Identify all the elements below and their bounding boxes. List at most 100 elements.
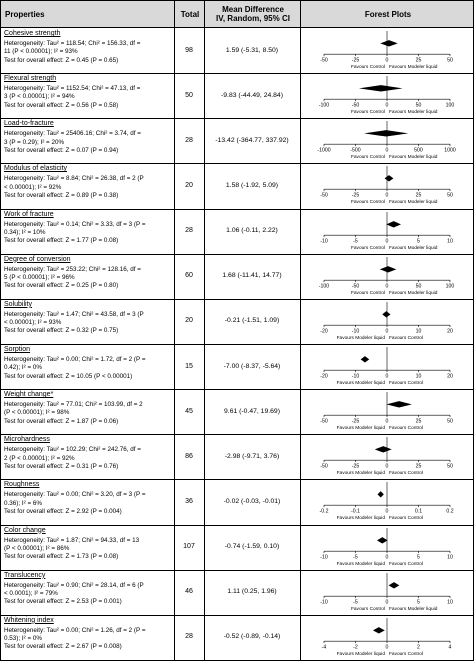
pooled-estimate-diamond xyxy=(384,175,394,182)
mean-difference-ci: -0.52 (-0.89, -0.14) xyxy=(223,633,281,641)
favours-left-label: Favours Control xyxy=(351,290,385,296)
mean-difference-ci: -7.00 (-8.37, -5.64) xyxy=(223,362,281,370)
forest-plot: -10 -5 0 5 10 Favours Control Favours Modeler … xyxy=(320,572,453,612)
overall-effect-text: Test for overall effect: Z = 0.32 (P = 0… xyxy=(4,327,119,335)
forest-plot: -20 -10 0 10 20 Favours Modeler liquid Favours… xyxy=(320,346,453,386)
favours-right-label: Favours Modeler liquid xyxy=(389,200,438,206)
x-tick-label: 0 xyxy=(386,509,389,515)
x-tick-label: 50 xyxy=(416,103,422,109)
x-tick-label: 0 xyxy=(386,193,389,199)
table-row: Flexural strength Heterogeneity: Tau² = 1… xyxy=(0,73,474,118)
mean-difference-ci: -13.42 (-364.77, 337.92) xyxy=(215,136,289,144)
heterogeneity-text: Heterogeneity: Tau² = 25406.16; Chi² = 3… xyxy=(4,130,141,138)
favours-left-label: Favours Modeler liquid xyxy=(337,561,386,567)
x-tick-label: 0 xyxy=(386,238,389,244)
mean-difference-ci: 1.59 (-5.31, 8.50) xyxy=(225,46,279,54)
property-name: Whitening index xyxy=(4,616,54,624)
x-tick-label: 20 xyxy=(447,374,453,380)
column-divider xyxy=(204,0,205,661)
mean-difference-ci: 1.68 (-11.41, 14.77) xyxy=(222,272,282,280)
x-tick-label: -10 xyxy=(352,374,360,380)
overall-effect-text: Test for overall effect: Z = 1.87 (P = 0… xyxy=(4,417,119,425)
favours-left-label: Favours Control xyxy=(351,64,385,70)
forest-plot: -4 -2 0 2 4 Favours Modeler liquid Favours Con… xyxy=(322,617,452,657)
x-tick-label: 0 xyxy=(386,283,389,289)
x-tick-label: 0 xyxy=(386,464,389,470)
x-tick-label: -10 xyxy=(320,599,328,605)
property-name: Translucency xyxy=(4,571,46,579)
favours-right-label: Favours Control xyxy=(389,425,423,431)
heterogeneity-text: Heterogeneity: Tau² = 1.47; Chi² = 43.58… xyxy=(4,310,144,318)
header-forest-plots: Forest Plots xyxy=(364,9,412,19)
overall-effect-text: Test for overall effect: Z = 0.89 (P = 0… xyxy=(4,192,119,200)
heterogeneity-text: 0.36); I² = 6% xyxy=(4,499,42,507)
header-mean-difference: Mean Difference IV, Random, 95% CI xyxy=(205,1,301,27)
heterogeneity-text: < 0.00001); I² = 93% xyxy=(4,319,62,327)
property-name: Flexural strength xyxy=(4,75,57,83)
total-count: 60 xyxy=(185,272,193,280)
table-row: Translucency Heterogeneity: Tau² = 0.90; … xyxy=(0,570,474,615)
x-tick-label: 50 xyxy=(416,283,422,289)
heterogeneity-text: Heterogeneity: Tau² = 253.22; Chi² = 128… xyxy=(4,265,141,273)
overall-effect-text: Test for overall effect: Z = 0.07 (P = 0… xyxy=(4,146,119,154)
x-tick-label: -25 xyxy=(352,193,360,199)
property-name: Solubility xyxy=(4,300,33,308)
pooled-estimate-diamond xyxy=(386,220,401,228)
x-tick-label: 2 xyxy=(417,645,420,651)
table-row: Weight change* Heterogeneity: Tau² = 77.0… xyxy=(0,389,474,434)
total-count: 45 xyxy=(185,407,193,415)
x-tick-label: 20 xyxy=(447,329,453,335)
overall-effect-text: Test for overall effect: Z = 0.56 (P = 0… xyxy=(4,101,119,109)
pooled-estimate-diamond xyxy=(374,446,392,453)
favours-right-label: Favours Control xyxy=(389,470,423,476)
x-tick-label: 25 xyxy=(416,193,422,199)
table-row: Solubility Heterogeneity: Tau² = 1.47; Ch… xyxy=(0,299,474,344)
x-tick-label: 50 xyxy=(447,419,453,425)
x-tick-label: 50 xyxy=(447,58,453,64)
forest-plot: -1000 -500 0 500 1000 Favours Control Favours … xyxy=(317,121,456,160)
favours-left-label: Favours Modeler liquid xyxy=(337,425,386,431)
x-tick-label: 5 xyxy=(417,599,420,605)
heterogeneity-text: 0.53); I² = 0% xyxy=(4,635,42,643)
column-divider xyxy=(300,0,301,661)
table-row: Whitening index Heterogeneity: Tau² = 0.0… xyxy=(0,615,474,660)
x-tick-label: 25 xyxy=(416,464,422,470)
pooled-estimate-diamond xyxy=(358,85,403,92)
property-name: Work of fracture xyxy=(4,210,54,218)
forest-plot: -50 -25 0 25 50 Favours Control Favours Modele… xyxy=(320,30,453,70)
x-tick-label: -50 xyxy=(320,58,328,64)
mean-difference-ci: -0.74 (-1.59, 0.10) xyxy=(224,543,280,551)
x-tick-label: -50 xyxy=(352,283,360,289)
x-tick-label: 1000 xyxy=(444,148,456,154)
row-divider xyxy=(0,479,474,481)
favours-left-label: Favours Modeler liquid xyxy=(337,470,386,476)
row-divider xyxy=(0,163,474,165)
favours-right-label: Favours Modeler liquid xyxy=(389,64,438,70)
table-row: Cohesive strength Heterogeneity: Tau² = 1… xyxy=(0,28,474,73)
favours-left-label: Favours Modeler liquid xyxy=(337,380,386,386)
forest-plot: -20 -10 0 10 20 Favours Modeler liquid Favours… xyxy=(320,301,453,341)
total-count: 20 xyxy=(185,181,193,189)
pooled-estimate-diamond xyxy=(386,401,412,408)
x-tick-label: 0 xyxy=(386,148,389,154)
heterogeneity-text: Heterogeneity: Tau² = 0.00; Chi² = 1.72,… xyxy=(4,356,146,363)
favours-right-label: Favours Control xyxy=(389,380,423,386)
x-tick-label: 0 xyxy=(386,599,389,605)
overall-effect-text: Test for overall effect: Z = 1.73 (P = 0… xyxy=(4,553,119,561)
mean-difference-ci: -9.83 (-44.49, 24.84) xyxy=(221,91,283,99)
x-tick-label: 0 xyxy=(386,419,389,425)
x-tick-label: -50 xyxy=(320,193,328,199)
forest-plot: -100 -50 0 50 100 Favours Control Favours Mode… xyxy=(319,256,454,296)
x-tick-label: 0 xyxy=(386,103,389,109)
x-tick-label: 10 xyxy=(416,329,422,335)
header-total: Total xyxy=(180,9,200,19)
total-count: 15 xyxy=(185,362,193,370)
mean-difference-ci: 1.06 (-0.11, 2.22) xyxy=(226,227,278,235)
property-name: Sorption xyxy=(4,346,31,353)
heterogeneity-text: 2 (P < 0.00001); I² = 92% xyxy=(4,454,75,462)
forest-plot: -0.2 -0.1 0 0.1 0.2 Favours Modeler liquid Fav… xyxy=(320,482,454,522)
heterogeneity-text: 3 (P < 0.00001); I² = 94% xyxy=(4,93,75,101)
x-tick-label: -25 xyxy=(352,419,360,425)
row-divider xyxy=(0,389,474,391)
